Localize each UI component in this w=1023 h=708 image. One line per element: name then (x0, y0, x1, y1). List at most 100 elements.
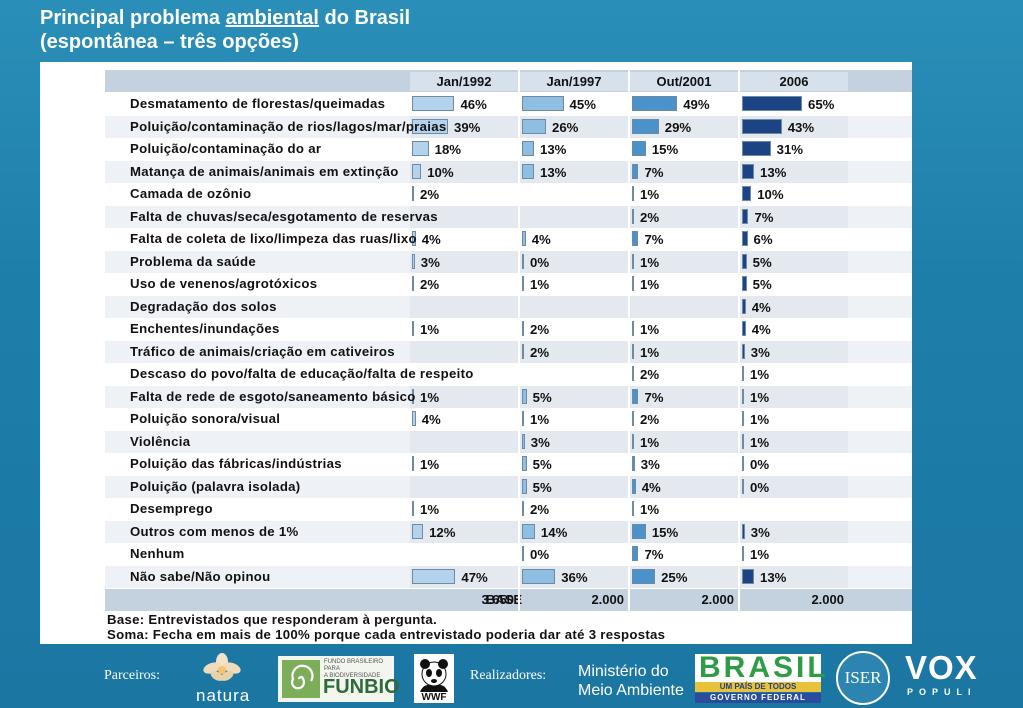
row-label: Violência (130, 433, 191, 449)
cell-background (740, 520, 848, 543)
row-label: Uso de venenos/agrotóxicos (130, 276, 318, 291)
bar-value-label: 1% (750, 389, 770, 405)
footer: Parceiros: natura FUNDO BRASILEIRO PARA … (0, 648, 1023, 708)
cell-background (520, 160, 628, 183)
row-label: Falta de rede de esgoto/saneamento básic… (130, 388, 416, 404)
bar-value-label: 15% (651, 142, 679, 157)
bar-value-label: 4% (751, 322, 771, 337)
bar (522, 478, 527, 494)
bar (632, 388, 639, 404)
row-label: Poluição sonora/visual (130, 411, 281, 426)
bar-value-label: 5% (752, 277, 772, 292)
bar-value-label: 4% (421, 232, 441, 247)
bar-value-label: 1% (420, 389, 440, 405)
row-label: Problema da saúde (130, 253, 257, 269)
bar-value-label: 5% (532, 479, 552, 495)
bar-value-label: 5% (752, 254, 772, 270)
bar-value-label: 31% (776, 142, 804, 157)
column-header-2: Out/2001 (630, 72, 738, 91)
bar-value-label: 0% (750, 479, 770, 495)
bar (522, 163, 534, 179)
bar (742, 366, 744, 381)
cell-background (410, 160, 518, 183)
bar-value-label: 3% (750, 524, 770, 540)
base-value: 2.000 (701, 592, 734, 607)
row-label: Poluição (palavra isolada) (130, 478, 301, 494)
row-label: Outros com menos de 1% (130, 523, 299, 539)
bar (412, 411, 416, 426)
bar-value-label: 3% (530, 434, 550, 450)
row-label: Enchentes/inundações (130, 321, 280, 336)
title-underlined-word: ambiental (225, 7, 319, 29)
cell-background (630, 475, 738, 498)
bar-value-label: 7% (644, 389, 664, 405)
bar-value-label: 1% (420, 457, 440, 472)
bar-value-label: 5% (532, 457, 552, 472)
cell-background (630, 340, 738, 363)
partners-label: Parceiros: (104, 668, 160, 683)
cell-background (740, 475, 848, 498)
bar-value-label: 3% (750, 344, 770, 360)
cell-background (520, 475, 628, 498)
bar (522, 141, 534, 156)
wwf-logo: WWF (414, 654, 454, 704)
row-label: Camada de ozônio (130, 186, 252, 201)
bar (412, 276, 414, 291)
bar-value-label: 4% (531, 232, 551, 247)
cell-background (740, 340, 848, 363)
populi-wordmark: POPULI (907, 687, 977, 697)
panda-icon (414, 654, 454, 692)
cell-background (520, 295, 628, 318)
cell-background (740, 250, 848, 273)
notes: Base: Entrevistados que responderam à pe… (107, 612, 665, 642)
row-label: Nenhum (130, 546, 185, 561)
bar-value-label: 2% (530, 322, 550, 337)
bar-value-label: 18% (434, 142, 462, 157)
bar-value-label: 3% (420, 254, 440, 270)
bar-value-label: 1% (640, 322, 660, 337)
base-row: BASE 3.650 2.000 2.000 2.000 (105, 589, 912, 611)
bar (632, 433, 634, 449)
bar-value-label: 2% (420, 277, 440, 292)
base-label: BASE (485, 592, 522, 607)
cell-background (520, 340, 628, 363)
bar (412, 523, 424, 539)
row-label: Desemprego (130, 501, 213, 516)
bar (632, 321, 634, 336)
cell-background (410, 295, 518, 318)
bar (412, 456, 414, 471)
natura-logo: natura (190, 652, 254, 706)
bar (742, 276, 747, 291)
bar (632, 411, 634, 426)
bar-value-label: 1% (420, 322, 440, 337)
cell-background (740, 565, 848, 588)
iser-logo: ISER (836, 651, 890, 705)
bar-value-label: 7% (644, 547, 664, 562)
ministerio-logo: Ministério do Meio Ambiente (578, 662, 688, 702)
bar (632, 523, 646, 539)
funbio-wordmark: FUNBIO (323, 676, 400, 698)
brasil-wordmark: BRASIL (699, 651, 829, 684)
bar (412, 96, 455, 111)
bar (522, 276, 524, 291)
bar (742, 96, 802, 111)
cell-background (410, 385, 518, 408)
bar-value-label: 2% (530, 344, 550, 360)
bar-value-label: 0% (530, 254, 550, 270)
bar (742, 208, 749, 224)
bar (742, 456, 744, 471)
row-label: Tráfico de animais/criação em cativeiros (130, 343, 395, 359)
iser-wordmark: ISER (844, 668, 882, 687)
bar-value-label: 1% (640, 434, 660, 450)
bar (412, 501, 414, 516)
bar (412, 253, 415, 269)
row-label: Matança de animais/animais em extinção (130, 163, 399, 179)
cell-background (630, 430, 738, 453)
bar (412, 163, 422, 179)
ministerio-line-2: Meio Ambiente (578, 682, 684, 699)
bar (412, 118, 448, 134)
bar-value-label: 49% (683, 97, 710, 112)
row-label: Descaso do povo/falta de educação/falta … (130, 366, 474, 381)
bar-value-label: 7% (644, 164, 664, 180)
base-value: 3.650 (481, 592, 514, 607)
